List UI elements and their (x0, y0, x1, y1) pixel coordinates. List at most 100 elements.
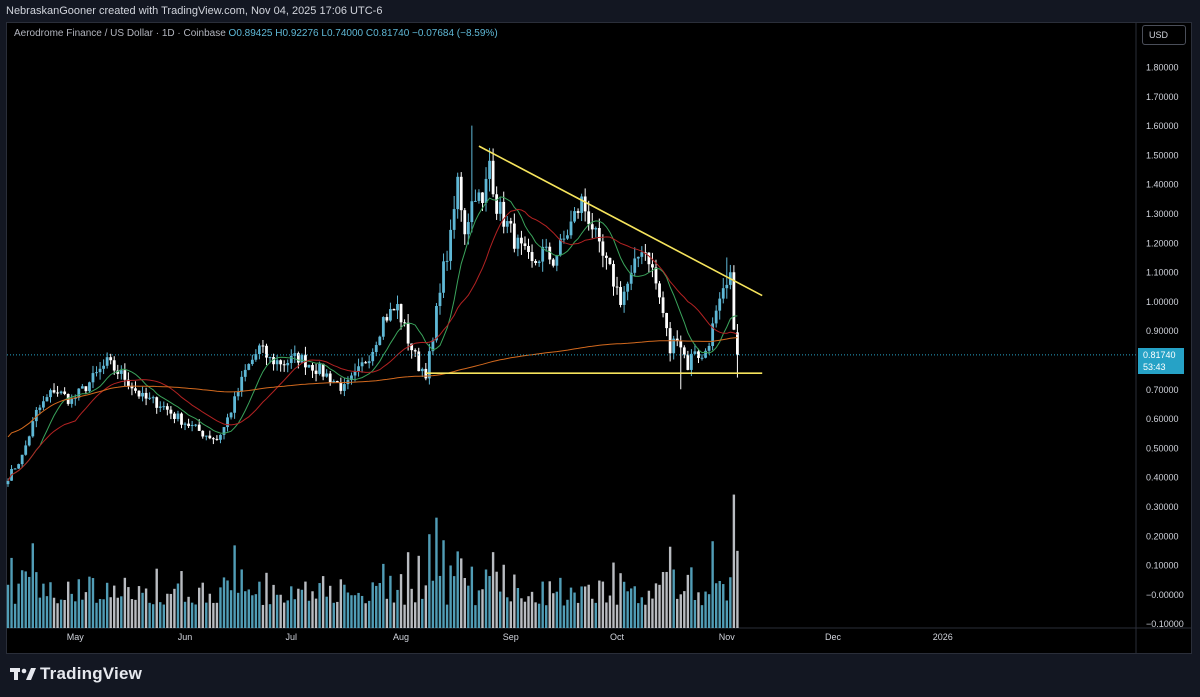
candle-body[interactable] (233, 396, 237, 413)
candle-body[interactable] (576, 211, 580, 213)
candle-body[interactable] (137, 390, 141, 397)
candle-body[interactable] (367, 361, 371, 364)
candle-body[interactable] (374, 345, 378, 352)
candle-body[interactable] (211, 438, 215, 440)
candle-body[interactable] (523, 243, 527, 246)
currency-button[interactable]: USD (1142, 25, 1186, 45)
candle-body[interactable] (158, 406, 162, 408)
candle-body[interactable] (56, 392, 59, 394)
candle-body[interactable] (530, 252, 534, 262)
candle-body[interactable] (187, 423, 190, 427)
candle-body[interactable] (296, 353, 300, 363)
candle-body[interactable] (551, 259, 555, 266)
price-axis[interactable]: 1.80000 1.70000 1.60000 1.50000 1.40000 1.300… (1146, 63, 1184, 630)
candle-body[interactable] (636, 256, 640, 259)
candle-body[interactable] (321, 363, 325, 377)
candle-body[interactable] (449, 229, 453, 261)
candle-body[interactable] (265, 345, 268, 358)
candle-body[interactable] (226, 417, 229, 428)
candle-body[interactable] (718, 298, 722, 311)
candle-body[interactable] (601, 241, 605, 256)
candle-body[interactable] (360, 362, 364, 367)
candle-body[interactable] (342, 384, 346, 391)
candle-body[interactable] (119, 370, 123, 374)
candle-body[interactable] (84, 386, 88, 392)
trendlines-layer[interactable] (425, 145, 763, 374)
candle-body[interactable] (307, 364, 311, 368)
candle-body[interactable] (350, 375, 353, 381)
candle-body[interactable] (714, 310, 718, 324)
candle-body[interactable] (424, 368, 428, 379)
candle-body[interactable] (435, 305, 438, 341)
candle-body[interactable] (31, 421, 35, 437)
candle-body[interactable] (293, 353, 297, 356)
candle-body[interactable] (399, 304, 403, 323)
candle-body[interactable] (505, 221, 509, 227)
candle-body[interactable] (378, 336, 382, 346)
candle-body[interactable] (587, 211, 591, 225)
candle-body[interactable] (633, 258, 637, 273)
candle-body[interactable] (396, 304, 399, 311)
candle-body[interactable] (622, 291, 626, 305)
candle-body[interactable] (201, 430, 205, 437)
candle-body[interactable] (626, 283, 630, 292)
candle-body[interactable] (289, 355, 293, 363)
candle-body[interactable] (594, 228, 598, 230)
candle-body[interactable] (445, 260, 449, 262)
candle-body[interactable] (697, 351, 700, 358)
candle-body[interactable] (643, 252, 647, 254)
candle-body[interactable] (204, 435, 208, 437)
resistance-trendline[interactable] (478, 145, 763, 297)
candle-body[interactable] (176, 413, 180, 419)
candle-body[interactable] (566, 235, 569, 239)
candle-body[interactable] (573, 211, 576, 222)
candle-body[interactable] (516, 237, 520, 249)
candle-body[interactable] (672, 338, 676, 354)
candle-body[interactable] (332, 381, 336, 383)
candle-body[interactable] (197, 424, 201, 431)
candle-body[interactable] (612, 264, 615, 287)
candle-body[interactable] (541, 246, 545, 262)
candles-layer[interactable] (6, 125, 739, 487)
candle-body[interactable] (555, 255, 559, 266)
candle-body[interactable] (88, 382, 91, 392)
candle-body[interactable] (580, 196, 584, 213)
candle-body[interactable] (463, 210, 467, 235)
candle-body[interactable] (116, 370, 120, 374)
candle-body[interactable] (403, 322, 406, 324)
candle-body[interactable] (318, 363, 321, 374)
candle-body[interactable] (470, 201, 474, 223)
candle-body[interactable] (615, 286, 619, 288)
candle-body[interactable] (258, 345, 261, 355)
candle-body[interactable] (442, 261, 445, 293)
candle-body[interactable] (335, 381, 339, 383)
candle-body[interactable] (413, 350, 417, 352)
candle-body[interactable] (477, 192, 481, 201)
candle-body[interactable] (123, 370, 127, 380)
candle-body[interactable] (80, 386, 84, 389)
candle-body[interactable] (243, 369, 247, 377)
candle-body[interactable] (548, 246, 552, 260)
tradingview-logo[interactable]: TradingView (10, 664, 142, 684)
candle-body[interactable] (339, 382, 343, 391)
candle-body[interactable] (502, 201, 506, 227)
candle-body[interactable] (357, 366, 360, 372)
candle-body[interactable] (236, 391, 240, 397)
candle-body[interactable] (661, 297, 665, 314)
candle-body[interactable] (725, 284, 729, 289)
candle-body[interactable] (732, 272, 736, 330)
candle-body[interactable] (148, 397, 152, 399)
candle-body[interactable] (721, 288, 725, 299)
candle-body[interactable] (689, 353, 693, 370)
candle-body[interactable] (222, 427, 226, 435)
candle-body[interactable] (130, 386, 134, 389)
candle-body[interactable] (537, 261, 541, 263)
candle-body[interactable] (151, 397, 155, 399)
candle-body[interactable] (488, 160, 491, 179)
candle-body[interactable] (654, 267, 658, 284)
candle-body[interactable] (675, 338, 679, 342)
candle-body[interactable] (194, 424, 198, 426)
candle-body[interactable] (52, 390, 56, 393)
candle-body[interactable] (173, 413, 176, 419)
candle-body[interactable] (109, 357, 113, 361)
